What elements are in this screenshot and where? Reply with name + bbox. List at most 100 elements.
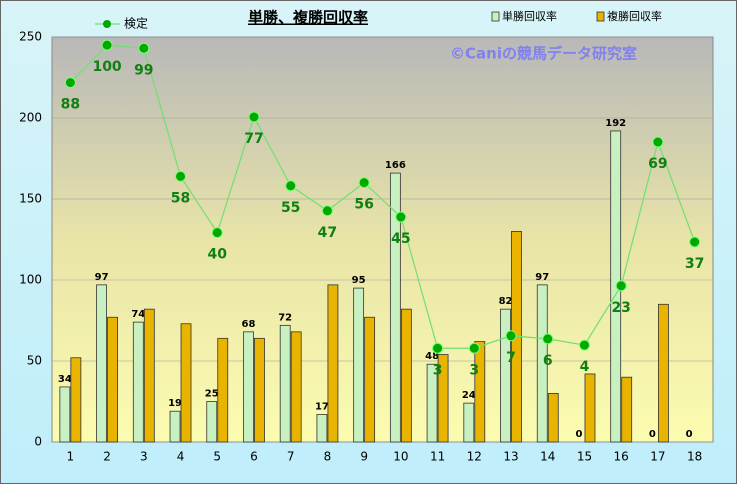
bar: [584, 373, 596, 443]
value-label: 68: [242, 319, 256, 330]
x-tick-label: 3: [140, 450, 148, 464]
x-tick-label: 13: [503, 450, 518, 464]
marker: [101, 39, 113, 51]
legend-marker: [103, 20, 111, 28]
line-label: 77: [244, 131, 263, 147]
value-label: 19: [168, 398, 182, 409]
value-label: 97: [535, 272, 549, 283]
value-label: 48: [425, 351, 439, 362]
marker: [395, 211, 407, 223]
line-label: 58: [171, 190, 190, 206]
chart-title: 単勝、複勝回収率: [248, 9, 368, 27]
y-tick-label: 200: [19, 111, 42, 125]
legend-label: 複勝回収率: [607, 9, 662, 23]
x-tick-label: 16: [614, 450, 629, 464]
line-label: 56: [354, 197, 373, 213]
x-tick-label: 1: [67, 450, 75, 464]
line-label: 40: [208, 247, 228, 263]
line-label: 23: [611, 300, 630, 316]
marker: [175, 170, 187, 182]
bar: [132, 321, 144, 443]
marker: [542, 333, 554, 345]
bar: [547, 392, 559, 443]
bar: [658, 303, 669, 443]
marker: [248, 111, 260, 123]
value-label: 34: [58, 374, 72, 385]
value-label: 82: [499, 296, 513, 307]
bar: [316, 414, 328, 443]
x-tick-label: 4: [177, 450, 185, 464]
marker: [578, 339, 590, 351]
line-label: 69: [648, 156, 667, 172]
bar: [107, 316, 118, 443]
legend-swatch: [491, 11, 500, 22]
marker: [64, 77, 76, 89]
value-label: 0: [686, 429, 693, 440]
line-label: 47: [318, 225, 337, 241]
x-tick-label: 6: [250, 450, 258, 464]
value-label: 17: [315, 401, 329, 412]
bar: [217, 337, 229, 443]
bar: [364, 316, 376, 443]
legend-label: 単勝回収率: [502, 9, 557, 23]
marker: [138, 42, 150, 54]
marker: [505, 330, 517, 342]
line-label: 45: [391, 231, 410, 247]
value-label: 192: [605, 118, 626, 129]
line-label: 4: [580, 359, 590, 375]
marker: [211, 227, 223, 239]
line: [69, 44, 696, 349]
bar: [389, 172, 401, 443]
value-label: 97: [95, 272, 109, 283]
marker: [358, 177, 370, 189]
x-tick-label: 7: [287, 450, 295, 464]
bar: [353, 287, 365, 443]
marker: [689, 236, 701, 248]
value-label: 25: [205, 389, 219, 400]
bar: [536, 284, 548, 443]
bar: [426, 363, 438, 443]
line-label: 7: [506, 350, 516, 366]
y-tick-label: 250: [19, 30, 42, 44]
marker: [321, 205, 333, 217]
marker: [615, 280, 627, 292]
x-tick-label: 14: [540, 450, 555, 464]
value-label: 74: [131, 309, 145, 320]
marker: [468, 342, 480, 354]
value-label: 0: [649, 429, 656, 440]
bar: [290, 331, 302, 443]
x-tick-label: 2: [103, 450, 111, 464]
line-label: 99: [134, 62, 153, 78]
x-tick-label: 18: [687, 450, 702, 464]
marker: [652, 136, 664, 148]
bar: [463, 402, 475, 443]
x-tick-label: 9: [360, 450, 368, 464]
bar: [143, 308, 155, 443]
x-tick-label: 11: [430, 450, 445, 464]
bar: [500, 308, 511, 443]
legend-swatch: [596, 11, 605, 22]
value-label: 166: [385, 160, 406, 171]
bar: [474, 341, 486, 443]
value-label: 72: [278, 312, 292, 323]
x-tick-label: 5: [213, 450, 221, 464]
line-label: 6: [543, 353, 553, 369]
bar: [96, 284, 107, 443]
bar: [437, 354, 449, 443]
bar: [254, 337, 265, 443]
legend-label: 検定: [124, 16, 148, 31]
x-tick-label: 10: [393, 450, 408, 464]
x-tick-label: 17: [650, 450, 665, 464]
line-label: 100: [92, 59, 121, 75]
bar: [206, 401, 218, 443]
y-tick-label: 50: [27, 354, 42, 368]
y-tick-label: 0: [34, 435, 42, 449]
x-tick-label: 8: [324, 450, 332, 464]
line-label: 37: [685, 256, 704, 272]
line-label: 55: [281, 200, 300, 216]
line-label: 3: [433, 362, 443, 378]
line-label: 3: [469, 362, 479, 378]
bar: [279, 324, 291, 443]
bar: [59, 386, 71, 443]
bar: [400, 308, 412, 443]
